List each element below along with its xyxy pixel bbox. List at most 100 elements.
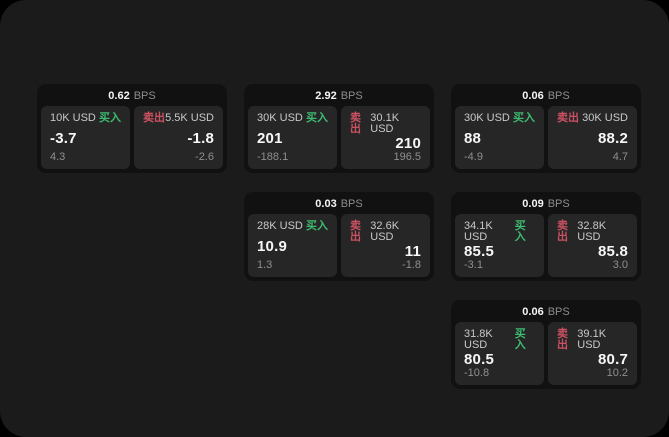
- buy-amount: 30K USD: [464, 112, 510, 124]
- buy-amount: 28K USD: [257, 220, 303, 232]
- quote-card: 0.62 BPS 10K USD 买入 -3.7 4.3 卖出 5.5K USD…: [37, 84, 227, 173]
- sell-price: -1.8: [187, 129, 214, 147]
- quote-card: 2.92 BPS 30K USD 买入 201 -188.1 卖出 30.1K …: [244, 84, 434, 173]
- buy-action-button[interactable]: 买入: [99, 112, 121, 124]
- bps-value: 2.92: [315, 89, 337, 102]
- sell-panel-header: 卖出 30.1K USD: [350, 113, 421, 135]
- sell-panel[interactable]: 卖出 30.1K USD 210 196.5: [341, 106, 430, 169]
- buy-panel-header: 31.8K USD 买入: [464, 329, 535, 351]
- bps-value: 0.06: [522, 305, 544, 318]
- sell-action-button[interactable]: 卖出: [143, 112, 165, 124]
- bps-unit-label: BPS: [133, 89, 156, 102]
- buy-panel[interactable]: 28K USD 买入 10.9 1.3: [248, 214, 337, 277]
- bps-value: 0.03: [315, 197, 337, 210]
- card-header: 0.06 BPS: [451, 84, 641, 106]
- bps-unit-label: BPS: [340, 197, 363, 210]
- sell-amount: 32.8K USD: [577, 220, 607, 243]
- sell-delta: 3.0: [612, 259, 628, 271]
- bps-value: 0.06: [522, 89, 544, 102]
- sell-panel-header: 卖出 32.6K USD: [350, 221, 421, 243]
- sell-panel[interactable]: 卖出 32.6K USD 11 -1.8: [341, 214, 430, 277]
- quote-panels: 10K USD 买入 -3.7 4.3 卖出 5.5K USD -1.8 -2.…: [37, 106, 227, 173]
- buy-amount: 31.8K USD: [464, 328, 493, 351]
- buy-price: 201: [257, 129, 283, 147]
- sell-delta: -1.8: [402, 259, 421, 271]
- bps-unit-label: BPS: [547, 197, 570, 210]
- buy-delta: 4.3: [50, 151, 66, 163]
- sell-action-button[interactable]: 卖出: [350, 220, 361, 243]
- sell-action-button[interactable]: 卖出: [350, 112, 361, 135]
- buy-amount: 30K USD: [257, 112, 303, 124]
- buy-delta: 1.3: [257, 259, 273, 271]
- buy-price: 10.9: [257, 237, 287, 255]
- sell-panel-header: 卖出 30K USD: [557, 113, 628, 124]
- quote-card: 0.09 BPS 34.1K USD 买入 85.5 -3.1 卖出 32.8K…: [451, 192, 641, 281]
- sell-delta: 10.2: [606, 367, 628, 379]
- quote-card: 0.06 BPS 30K USD 买入 88 -4.9 卖出 30K USD 8…: [451, 84, 641, 173]
- sell-amount: 5.5K USD: [165, 112, 214, 124]
- quote-card: 0.03 BPS 28K USD 买入 10.9 1.3 卖出 32.6K US…: [244, 192, 434, 281]
- cards-grid: 0.62 BPS 10K USD 买入 -3.7 4.3 卖出 5.5K USD…: [37, 84, 641, 389]
- buy-amount: 34.1K USD: [464, 220, 493, 243]
- buy-price: -3.7: [50, 129, 77, 147]
- sell-action-button[interactable]: 卖出: [557, 220, 568, 243]
- sell-delta: 196.5: [393, 151, 421, 163]
- buy-panel-header: 34.1K USD 买入: [464, 221, 535, 243]
- sell-amount: 30.1K USD: [370, 112, 400, 135]
- buy-panel-header: 30K USD 买入: [257, 113, 328, 124]
- buy-action-button[interactable]: 买入: [514, 220, 526, 243]
- buy-panel[interactable]: 34.1K USD 买入 85.5 -3.1: [455, 214, 544, 277]
- sell-price: 85.8: [598, 243, 628, 260]
- sell-delta: 4.7: [612, 151, 628, 163]
- sell-delta: -2.6: [195, 151, 214, 163]
- buy-price: 88: [464, 129, 482, 147]
- buy-action-button[interactable]: 买入: [306, 220, 328, 232]
- sell-action-button[interactable]: 卖出: [557, 328, 568, 351]
- bps-value: 0.62: [108, 89, 130, 102]
- sell-amount: 39.1K USD: [577, 328, 607, 351]
- buy-panel[interactable]: 30K USD 买入 88 -4.9: [455, 106, 544, 169]
- bps-unit-label: BPS: [547, 305, 570, 318]
- sell-panel-header: 卖出 39.1K USD: [557, 329, 628, 351]
- sell-panel[interactable]: 卖出 32.8K USD 85.8 3.0: [548, 214, 637, 277]
- quote-panels: 34.1K USD 买入 85.5 -3.1 卖出 32.8K USD 85.8…: [451, 214, 641, 281]
- buy-action-button[interactable]: 买入: [306, 112, 328, 124]
- sell-price: 11: [404, 243, 421, 260]
- buy-action-button[interactable]: 买入: [514, 328, 526, 351]
- card-header: 2.92 BPS: [244, 84, 434, 106]
- bps-unit-label: BPS: [547, 89, 570, 102]
- sell-panel[interactable]: 卖出 39.1K USD 80.7 10.2: [548, 322, 637, 385]
- sell-price: 210: [395, 135, 421, 152]
- sell-price: 88.2: [598, 129, 628, 147]
- sell-panel-header: 卖出 5.5K USD: [143, 113, 214, 124]
- sell-panel[interactable]: 卖出 30K USD 88.2 4.7: [548, 106, 637, 169]
- sell-panel[interactable]: 卖出 5.5K USD -1.8 -2.6: [134, 106, 223, 169]
- sell-action-button[interactable]: 卖出: [557, 112, 579, 124]
- quote-panels: 30K USD 买入 88 -4.9 卖出 30K USD 88.2 4.7: [451, 106, 641, 173]
- bps-value: 0.09: [522, 197, 544, 210]
- card-header: 0.03 BPS: [244, 192, 434, 214]
- buy-panel-header: 10K USD 买入: [50, 113, 121, 124]
- buy-panel[interactable]: 31.8K USD 买入 80.5 -10.8: [455, 322, 544, 385]
- buy-panel-header: 28K USD 买入: [257, 221, 328, 232]
- buy-delta: -188.1: [257, 151, 289, 163]
- buy-panel[interactable]: 10K USD 买入 -3.7 4.3: [41, 106, 130, 169]
- buy-delta: -10.8: [464, 367, 490, 379]
- buy-amount: 10K USD: [50, 112, 96, 124]
- sell-panel-header: 卖出 32.8K USD: [557, 221, 628, 243]
- bps-unit-label: BPS: [340, 89, 363, 102]
- sell-amount: 30K USD: [582, 112, 628, 124]
- card-header: 0.62 BPS: [37, 84, 227, 106]
- card-header: 0.06 BPS: [451, 300, 641, 322]
- quote-panels: 30K USD 买入 201 -188.1 卖出 30.1K USD 210 1…: [244, 106, 434, 173]
- buy-price: 80.5: [464, 351, 494, 368]
- quote-panels: 31.8K USD 买入 80.5 -10.8 卖出 39.1K USD 80.…: [451, 322, 641, 389]
- buy-action-button[interactable]: 买入: [513, 112, 535, 124]
- quote-panels: 28K USD 买入 10.9 1.3 卖出 32.6K USD 11 -1.8: [244, 214, 434, 281]
- buy-delta: -3.1: [464, 259, 483, 271]
- buy-panel[interactable]: 30K USD 买入 201 -188.1: [248, 106, 337, 169]
- buy-panel-header: 30K USD 买入: [464, 113, 535, 124]
- buy-delta: -4.9: [464, 151, 483, 163]
- sell-amount: 32.6K USD: [370, 220, 400, 243]
